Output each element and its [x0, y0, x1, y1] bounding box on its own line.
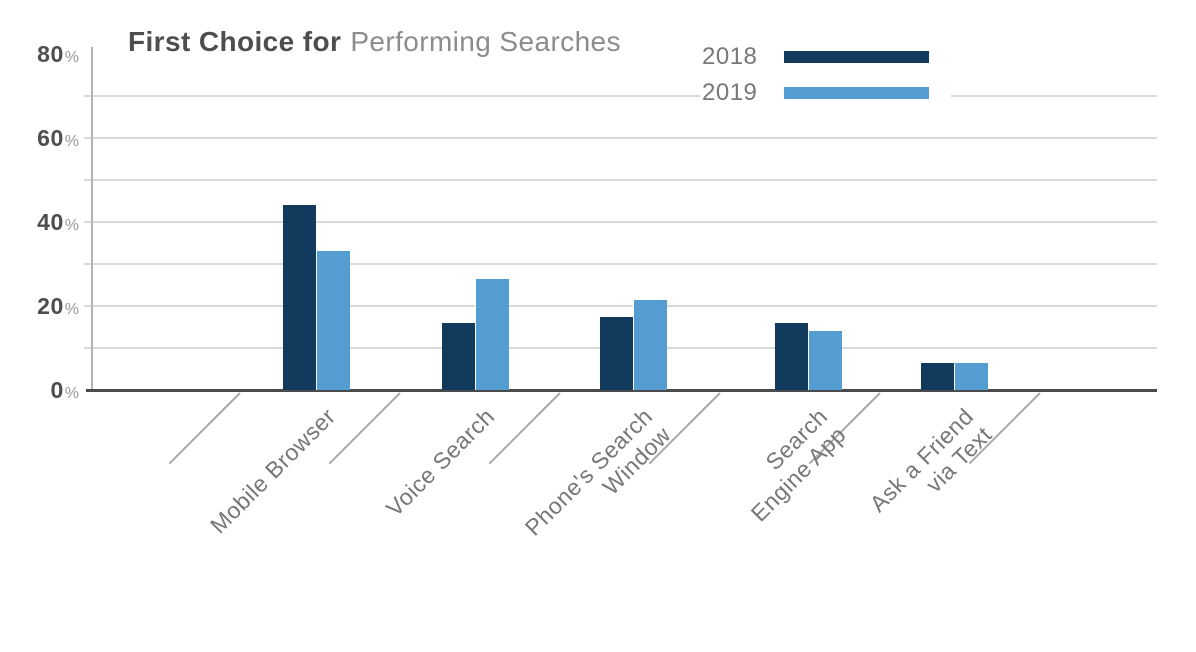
gridline-20pct: [84, 305, 1157, 307]
y-tick-unit: %: [64, 49, 79, 66]
legend-swatch-2018: [784, 51, 929, 63]
y-tick-unit: %: [64, 217, 79, 234]
y-tick-value: 60: [37, 125, 64, 151]
legend-swatch-2019: [784, 87, 929, 99]
bar-2018-search-engine-app: [775, 322, 808, 390]
y-axis-label-0: 0%: [0, 375, 79, 405]
bar-2019-ask-a-friend-via-text: [954, 362, 988, 390]
chart-title-light: Performing Searches: [350, 26, 621, 57]
gridline-30pct: [84, 263, 1157, 265]
y-axis-label-80: 80%: [0, 39, 79, 69]
y-tick-unit: %: [64, 133, 79, 150]
y-tick-value: 80: [37, 41, 64, 67]
bar-2018-mobile-browser: [283, 205, 316, 390]
y-axis-label-60: 60%: [0, 123, 79, 153]
y-tick-value: 40: [37, 209, 64, 235]
bar-chart: First Choice for Performing Searches 2018…: [0, 26, 1157, 541]
y-tick-value: 20: [37, 293, 64, 319]
gridline-60pct: [84, 137, 1157, 139]
legend-item-2018: 2018: [702, 42, 929, 72]
bar-2019-search-engine-app: [808, 331, 842, 390]
bar-2018-phone-s-search-window: [600, 316, 633, 390]
legend-label-2018: 2018: [702, 43, 758, 70]
y-axis-label-20: 20%: [0, 291, 79, 321]
bar-2019-voice-search: [475, 278, 509, 390]
y-tick-value: 0: [50, 377, 64, 403]
gridline-40pct: [84, 221, 1157, 223]
bar-2018-ask-a-friend-via-text: [921, 362, 954, 390]
legend: 2018 2019: [700, 40, 951, 120]
bar-2018-voice-search: [442, 322, 475, 390]
gridline-50pct: [84, 179, 1157, 181]
x-axis-baseline: [86, 389, 1157, 392]
y-axis-line: [91, 47, 93, 390]
y-tick-unit: %: [64, 385, 79, 402]
x-axis-separator-2: [328, 392, 401, 465]
gridline-70pct: [84, 95, 1157, 97]
bar-2019-mobile-browser: [316, 251, 350, 390]
chart-title-bold: First Choice for: [128, 26, 342, 57]
legend-label-2019: 2019: [702, 79, 758, 106]
bar-2019-phone-s-search-window: [633, 299, 667, 390]
legend-item-2019: 2019: [702, 78, 929, 108]
y-tick-unit: %: [64, 301, 79, 318]
y-axis-label-40: 40%: [0, 207, 79, 237]
chart-title: First Choice for Performing Searches: [128, 26, 621, 58]
x-axis-separator-1: [168, 392, 241, 465]
x-axis-separator-3: [488, 392, 561, 465]
